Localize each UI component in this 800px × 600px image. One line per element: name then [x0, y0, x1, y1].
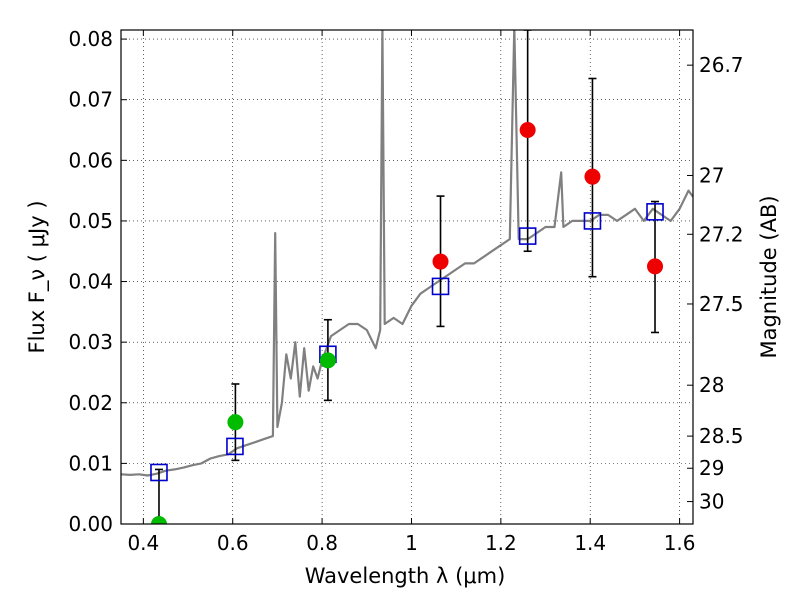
model-point-4 [518, 227, 537, 245]
y2-tick-label-3: 27.5 [699, 292, 744, 316]
y-tick-label-7: 0.07 [68, 88, 113, 112]
y2-tick-label-5: 28.5 [699, 424, 744, 448]
y2-tick-label-1: 27 [699, 163, 724, 187]
x-tick-label-1: 0.6 [217, 531, 249, 555]
y-tick-label-8: 0.08 [68, 27, 113, 51]
axis-ticks: 0.4 0.6 0.8 1 1.2 1.4 1.6 0.00 0.01 0.02 0.03 0.04 0… [68, 27, 743, 555]
y-tick-label-6: 0.06 [68, 148, 113, 172]
y2-axis-label: Magnitude (AB) [757, 195, 781, 358]
model-point-3 [431, 277, 450, 296]
x-tick-label-4: 1.2 [485, 531, 517, 555]
observed-point-2-2 [584, 168, 601, 185]
x-axis-label: Wavelength λ (μm) [305, 564, 506, 588]
data-markers [150, 122, 664, 524]
y-tick-label-1: 0.01 [68, 451, 113, 475]
y2-tick-label-0: 26.7 [699, 53, 744, 77]
y-tick-label-0: 0.00 [68, 512, 113, 536]
y2-tick-label-7: 30 [699, 490, 724, 514]
error-bar-4 [523, 30, 532, 253]
y2-tick-label-6: 29 [699, 456, 724, 480]
y-axis-label: Flux F_ν ( μJy ) [25, 200, 50, 353]
observed-point-1-1 [227, 414, 244, 431]
y2-tick-label-2: 27.2 [699, 222, 744, 246]
observed-point-1-0 [150, 516, 167, 524]
x-tick-label-3: 1 [405, 531, 418, 555]
x-tick-label-6: 1.6 [664, 531, 696, 555]
observed-point-2-3 [647, 258, 664, 275]
y-tick-label-2: 0.02 [68, 391, 113, 415]
model-point-1 [226, 437, 244, 456]
y2-tick-label-4: 28 [699, 373, 724, 397]
x-tick-label-0: 0.4 [127, 531, 159, 555]
observed-point-2-0 [432, 253, 449, 270]
observed-point-1-2 [319, 352, 336, 369]
model-point-5 [583, 212, 602, 230]
y-tick-label-3: 0.03 [68, 330, 113, 354]
x-tick-label-2: 0.8 [306, 531, 338, 555]
y-tick-label-5: 0.05 [68, 209, 113, 233]
x-tick-label-5: 1.4 [574, 531, 606, 555]
model-point-6 [646, 203, 664, 221]
error-bar-0 [154, 468, 163, 524]
observed-point-2-1 [519, 122, 536, 139]
model-point-0 [150, 463, 168, 482]
plot-frame [120, 29, 694, 525]
y-tick-label-4: 0.04 [68, 270, 113, 294]
